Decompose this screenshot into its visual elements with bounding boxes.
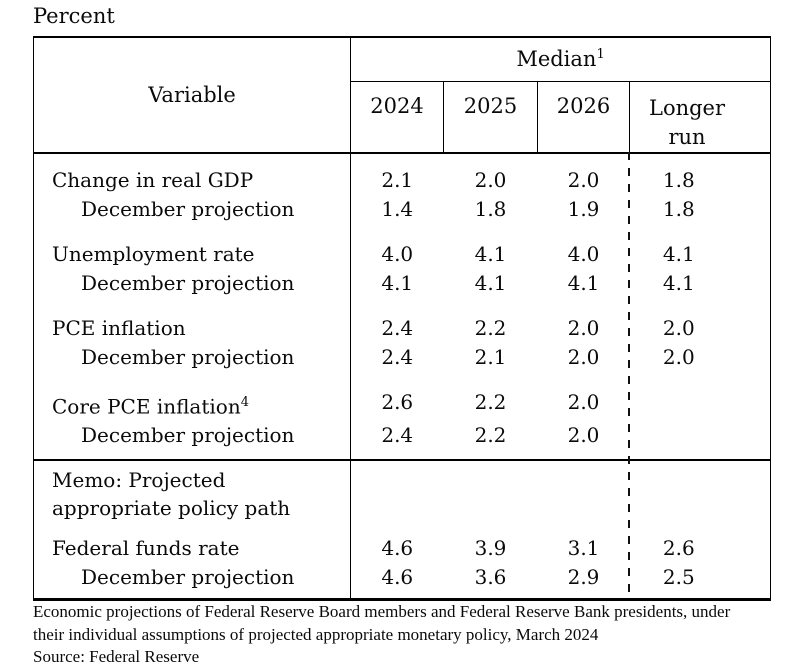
- table-row: December projection 2.4 2.1 2.0 2.0: [33, 342, 771, 372]
- year-column-header-2026: 2026: [537, 81, 630, 154]
- cell-value: 2.9: [567, 565, 600, 590]
- cell-value: 1.8: [474, 196, 507, 221]
- row-label-text: Unemployment rate: [52, 241, 255, 266]
- cell-value: 2.0: [567, 423, 600, 448]
- row-label: December projection: [33, 421, 351, 461]
- cell-value: 2.4: [381, 423, 414, 448]
- row-label-text: Change in real GDP: [52, 167, 254, 192]
- cell-value: 4.1: [662, 270, 695, 295]
- cell-value: [630, 421, 771, 460]
- cell-value: 4.1: [474, 241, 507, 266]
- cell-value: 2.2: [474, 389, 507, 414]
- projections-table-wrap: Variable Median1 2024 2025 2026 Longer r…: [33, 36, 772, 602]
- row-label-text: PCE inflation: [52, 315, 186, 340]
- cell-value: 4.1: [567, 270, 600, 295]
- cell-value: 2.1: [381, 167, 414, 192]
- row-footnote-marker: 4: [240, 394, 249, 410]
- cell-value: 2.0: [567, 315, 600, 340]
- table-row: Core PCE inflation4 2.6 2.2 2.0: [33, 371, 771, 422]
- projections-body: Change in real GDP 2.1 2.0 2.0 1.8 December p…: [33, 152, 771, 461]
- year-column-header-2024: 2024: [350, 81, 444, 154]
- row-label-text: December projection: [81, 565, 295, 590]
- row-label-text: December projection: [81, 196, 295, 221]
- table-row: Unemployment rate 4.0 4.1 4.0 4.1: [33, 223, 771, 269]
- row-label: December projection: [33, 342, 351, 372]
- cell-value: 2.1: [474, 344, 507, 369]
- cell-value: 1.8: [662, 167, 695, 192]
- footnote-description-line1: Economic projections of Federal Reserve …: [33, 602, 731, 621]
- table-unit-label: Percent: [33, 4, 115, 28]
- cell-value: 4.0: [567, 241, 600, 266]
- longer-run-header-line2: run: [668, 124, 706, 149]
- median-header-text: Median: [516, 47, 597, 72]
- row-label: December projection: [33, 563, 351, 600]
- table-row: December projection 4.1 4.1 4.1 4.1: [33, 268, 771, 298]
- memo-empty-cells: [351, 460, 771, 522]
- median-footnote-marker: 1: [596, 47, 605, 63]
- table-row: December projection 4.6 3.6 2.9 2.5: [33, 563, 771, 600]
- cell-value: 4.6: [381, 536, 414, 561]
- footnote-source: Source: Federal Reserve: [33, 647, 200, 666]
- footnote-description-line2: their individual assumptions of projecte…: [33, 624, 599, 644]
- memo-label-line1: Memo: Projected: [52, 468, 226, 493]
- row-label: Change in real GDP: [33, 152, 351, 195]
- cell-value: 2.0: [474, 167, 507, 192]
- table-row: Change in real GDP 2.1 2.0 2.0 1.8: [33, 152, 771, 195]
- cell-value: 3.9: [474, 536, 507, 561]
- row-label-text: December projection: [81, 270, 295, 295]
- cell-value: 3.1: [567, 536, 600, 561]
- cell-value: 2.2: [474, 315, 507, 340]
- memo-label: Memo: Projected appropriate policy path: [33, 460, 351, 523]
- row-label: PCE inflation: [33, 297, 351, 343]
- longer-run-column-header: Longer run: [629, 81, 771, 154]
- row-label: Core PCE inflation4: [33, 371, 351, 422]
- cell-value: 4.1: [381, 270, 414, 295]
- row-label-text: December projection: [81, 423, 295, 448]
- cell-value: 2.0: [567, 344, 600, 369]
- table-header: Variable Median1 2024 2025 2026 Longer r…: [33, 37, 771, 154]
- memo-header-row: Memo: Projected appropriate policy path: [33, 460, 771, 523]
- table-row: PCE inflation 2.4 2.2 2.0 2.0: [33, 297, 771, 343]
- cell-value: 2.4: [381, 344, 414, 369]
- table-row: Federal funds rate 4.6 3.9 3.1 2.6: [33, 522, 771, 564]
- variable-column-header: Variable: [33, 37, 351, 154]
- cell-value: 2.0: [662, 315, 695, 340]
- projections-table: Variable Median1 2024 2025 2026 Longer r…: [33, 36, 772, 602]
- median-span-header: Median1: [350, 37, 771, 82]
- cell-value: 4.1: [474, 270, 507, 295]
- row-label-text: Federal funds rate: [52, 536, 240, 561]
- year-column-header-2025: 2025: [443, 81, 538, 154]
- cell-value: 1.8: [662, 196, 695, 221]
- cell-value: 1.4: [381, 196, 414, 221]
- cell-value: 4.6: [381, 565, 414, 590]
- table-row: December projection 2.4 2.2 2.0: [33, 421, 771, 461]
- row-label: Federal funds rate: [33, 522, 351, 564]
- memo-label-line2: appropriate policy path: [52, 496, 291, 521]
- cell-value: 4.0: [381, 241, 414, 266]
- table-row: December projection 1.4 1.8 1.9 1.8: [33, 194, 771, 224]
- cell-value: [630, 372, 771, 422]
- cell-value: 2.6: [381, 389, 414, 414]
- footnotes: Economic projections of Federal Reserve …: [33, 601, 783, 669]
- cell-value: 4.1: [662, 241, 695, 266]
- row-label: December projection: [33, 268, 351, 298]
- cell-value: 2.6: [662, 536, 695, 561]
- row-label-text: Core PCE inflation: [52, 394, 241, 419]
- row-label: December projection: [33, 194, 351, 224]
- row-label-text: December projection: [81, 344, 295, 369]
- cell-value: 1.9: [567, 196, 600, 221]
- cell-value: 3.6: [474, 565, 507, 590]
- memo-section: Memo: Projected appropriate policy path …: [33, 460, 771, 600]
- cell-value: 2.0: [662, 344, 695, 369]
- cell-value: 2.4: [381, 315, 414, 340]
- cell-value: 2.2: [474, 423, 507, 448]
- row-label: Unemployment rate: [33, 223, 351, 269]
- cell-value: 2.0: [567, 389, 600, 414]
- longer-run-header-line1: Longer: [649, 95, 726, 120]
- cell-value: 2.5: [662, 565, 695, 590]
- cell-value: 2.0: [567, 167, 600, 192]
